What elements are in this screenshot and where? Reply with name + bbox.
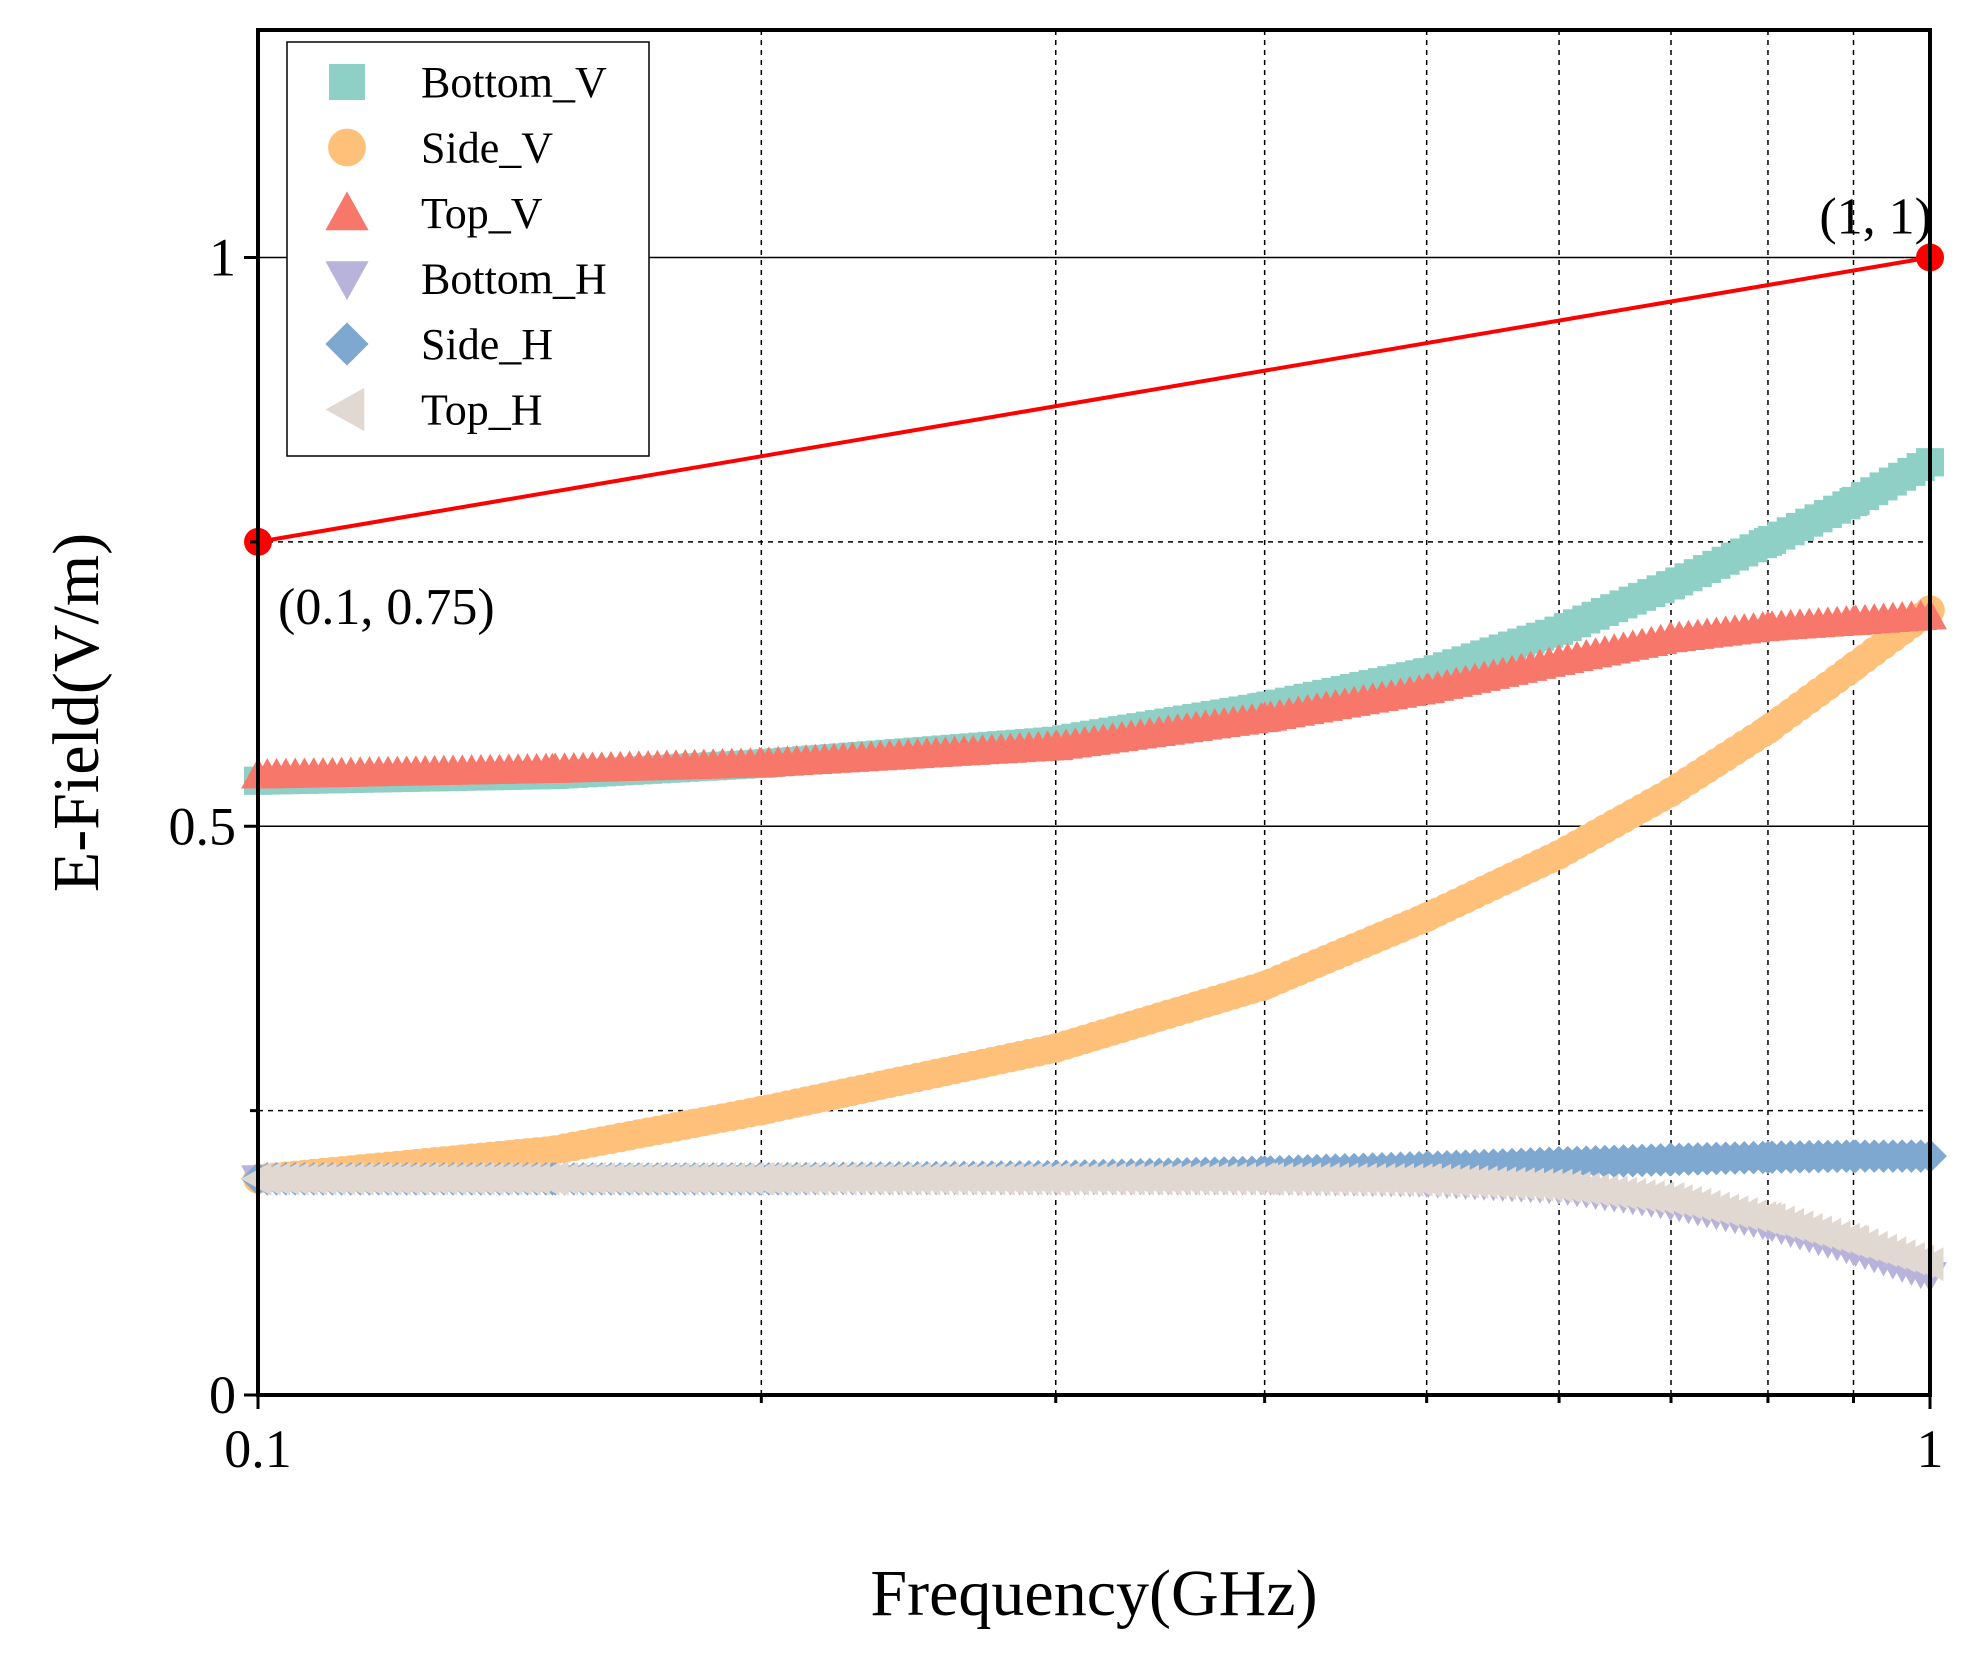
data-point <box>1545 616 1574 645</box>
annotation-label: (0.1, 0.75) <box>278 579 495 636</box>
legend-marker <box>325 191 369 231</box>
reference-line <box>257 255 1931 544</box>
data-point <box>535 752 570 783</box>
legend-item: Side_H <box>325 320 553 369</box>
data-point <box>1542 644 1576 675</box>
data-point <box>1836 604 1871 635</box>
x-tick-label: 0.1 <box>224 1419 292 1479</box>
legend-item: Top_V <box>325 189 543 238</box>
data-point <box>1544 839 1574 870</box>
legend-marker <box>328 128 366 167</box>
legend-marker <box>329 64 365 100</box>
y-axis-title: E-Field(V/m) <box>40 533 113 892</box>
tick-labels: 0 0.5 1 0.1 1 <box>169 228 1944 1480</box>
data-point <box>1409 1163 1441 1197</box>
data-point <box>1838 652 1869 682</box>
data-point <box>1656 777 1686 807</box>
legend-item: Side_V <box>328 124 553 173</box>
data-point <box>1836 1224 1867 1259</box>
legend-label: Side_H <box>421 320 553 369</box>
data-point <box>1753 527 1782 556</box>
data-point <box>744 1162 775 1196</box>
y-tick-label: 0.5 <box>169 796 237 856</box>
y-tick-label: 0 <box>209 1365 236 1425</box>
legend-box <box>286 41 650 457</box>
data-point <box>1249 970 1280 1001</box>
data-point <box>535 1162 566 1196</box>
data-point <box>1751 1140 1785 1175</box>
series-top-h <box>241 1162 1944 1281</box>
data-point <box>1411 902 1442 932</box>
legend-marker <box>325 261 369 301</box>
data-point <box>1247 1162 1279 1196</box>
data-point <box>1751 1201 1782 1236</box>
legend-item: Top_H <box>325 386 543 435</box>
annotations: (0.1, 0.75) (1, 1) <box>278 189 1932 636</box>
y-tick-label: 1 <box>209 228 236 288</box>
data-point <box>746 1095 777 1126</box>
legend-marker <box>325 322 369 366</box>
data-point <box>1409 672 1444 704</box>
data-point <box>537 1135 568 1166</box>
data-point <box>1038 1162 1070 1196</box>
data-point <box>1247 701 1282 732</box>
data-point <box>1654 1142 1688 1177</box>
legend: Bottom_V Side_V Top_V Bottom_H Side_H Top_H <box>286 41 650 457</box>
data-point <box>1542 1168 1573 1203</box>
data-point <box>1041 1033 1071 1063</box>
x-axis-title: Frequency(GHz) <box>870 1557 1317 1630</box>
data-point <box>1839 488 1868 517</box>
data-point <box>1654 1182 1685 1217</box>
axis-ticks <box>244 256 1932 1409</box>
x-tick-label: 1 <box>1917 1419 1944 1479</box>
data-point <box>1751 610 1785 641</box>
series-layer <box>241 448 1947 1293</box>
legend-item: Bottom_H <box>325 255 607 304</box>
data-point <box>1657 571 1686 600</box>
series-top-v <box>241 599 1947 789</box>
data-point <box>1654 621 1688 653</box>
legend-label: Bottom_H <box>421 255 607 304</box>
legend-label: Top_H <box>421 386 543 435</box>
data-point <box>1836 1139 1871 1173</box>
legend-marker <box>325 387 365 432</box>
plot-frame <box>256 28 1932 1397</box>
legend-item: Bottom_V <box>329 58 607 107</box>
data-point <box>1038 729 1073 761</box>
data-point <box>744 746 779 778</box>
annotation-label: (1, 1) <box>1819 189 1932 246</box>
legend-label: Top_V <box>421 189 543 238</box>
data-point <box>1753 714 1783 745</box>
legend-label: Bottom_V <box>421 58 607 107</box>
legend-label: Side_V <box>421 124 553 173</box>
